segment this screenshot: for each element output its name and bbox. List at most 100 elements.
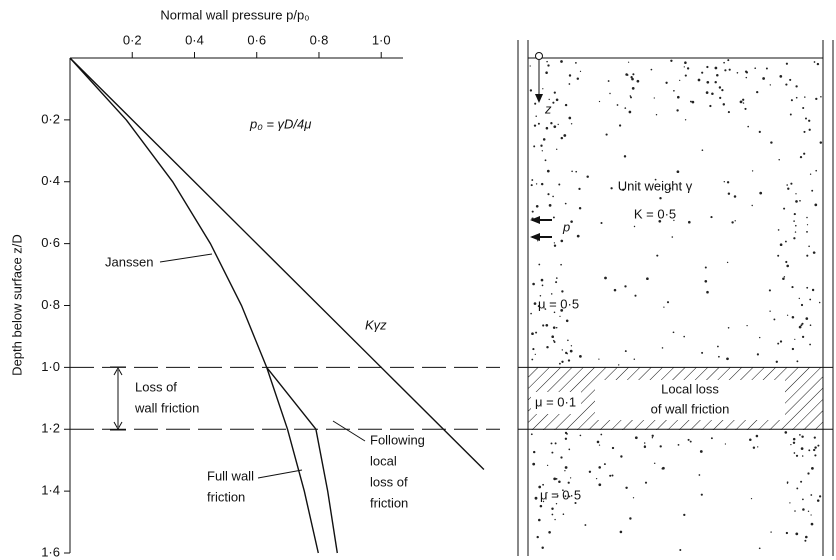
grain xyxy=(802,455,804,457)
grain xyxy=(532,463,535,466)
grain xyxy=(561,290,563,292)
grain xyxy=(536,205,539,208)
label-loss: Loss of xyxy=(135,379,177,394)
grain xyxy=(759,131,761,133)
grain xyxy=(808,511,809,512)
grain xyxy=(786,532,788,534)
grain xyxy=(634,295,636,297)
grain xyxy=(795,225,797,227)
grain xyxy=(637,80,640,83)
grain xyxy=(670,60,672,62)
grain xyxy=(538,519,541,522)
grain xyxy=(795,85,797,87)
grain xyxy=(614,289,617,292)
grain xyxy=(791,99,793,101)
grain xyxy=(560,264,562,266)
grain xyxy=(787,188,789,190)
depth-symbol: z xyxy=(544,101,552,116)
grain xyxy=(551,442,553,444)
grain xyxy=(757,446,758,447)
grain xyxy=(685,75,687,77)
grain xyxy=(799,200,801,202)
grain xyxy=(534,124,536,126)
grain xyxy=(586,175,588,177)
grain xyxy=(532,348,534,350)
grain xyxy=(559,363,561,365)
grain xyxy=(652,437,653,438)
grain xyxy=(568,359,570,361)
grain xyxy=(815,170,817,172)
grain xyxy=(604,277,607,280)
grain xyxy=(577,235,580,238)
grain xyxy=(677,170,680,173)
grain xyxy=(745,70,747,72)
grain xyxy=(766,68,768,70)
grain xyxy=(812,289,814,291)
grain xyxy=(786,63,788,65)
grain xyxy=(814,454,816,456)
grain xyxy=(567,340,569,342)
label-loss: wall friction xyxy=(134,400,199,415)
grain xyxy=(679,549,681,551)
grain xyxy=(794,339,795,340)
grain xyxy=(814,204,817,207)
grain xyxy=(744,108,746,110)
grain xyxy=(673,90,675,92)
grain xyxy=(563,134,566,137)
grain xyxy=(793,442,795,444)
grain xyxy=(800,324,802,326)
grain xyxy=(805,536,808,539)
grain xyxy=(705,266,707,268)
grain xyxy=(749,438,752,441)
grain xyxy=(556,99,559,102)
y-tick-label: 1·0 xyxy=(41,359,60,374)
grain xyxy=(790,183,792,185)
label-janssen: Janssen xyxy=(105,254,153,269)
grain xyxy=(793,438,796,441)
grain xyxy=(533,451,535,453)
grain xyxy=(580,71,581,72)
grain xyxy=(677,96,680,99)
grain xyxy=(564,470,565,471)
grain xyxy=(808,246,810,248)
x-tick-label: 0·4 xyxy=(185,32,204,47)
leader xyxy=(258,470,302,478)
grain xyxy=(635,436,638,439)
grain xyxy=(558,184,560,186)
grain xyxy=(555,281,557,283)
grain xyxy=(777,255,779,257)
grain xyxy=(548,531,551,534)
pressure-arrows xyxy=(532,220,552,237)
grain xyxy=(584,524,586,526)
grain xyxy=(769,311,770,312)
grain xyxy=(599,444,600,445)
grain xyxy=(609,475,611,477)
grain xyxy=(542,285,544,287)
grain xyxy=(533,145,535,147)
grain xyxy=(617,104,619,106)
grain xyxy=(568,449,570,451)
grain xyxy=(701,494,703,496)
grain xyxy=(628,62,629,63)
grain xyxy=(811,190,813,192)
grain xyxy=(785,84,787,86)
grain xyxy=(662,347,664,349)
grain xyxy=(541,279,544,282)
grain xyxy=(787,315,788,316)
grain xyxy=(561,137,563,139)
grain xyxy=(553,326,556,329)
grain xyxy=(785,261,787,263)
grain xyxy=(580,435,582,437)
grain xyxy=(796,97,798,99)
grain xyxy=(728,327,730,329)
grain xyxy=(610,187,612,189)
grain xyxy=(624,107,626,109)
grain xyxy=(794,213,796,215)
grain xyxy=(570,220,573,223)
grain xyxy=(620,455,622,457)
grain xyxy=(683,336,685,338)
grain xyxy=(779,75,782,78)
grain xyxy=(562,349,563,350)
grain xyxy=(554,244,556,246)
grain xyxy=(810,174,811,175)
